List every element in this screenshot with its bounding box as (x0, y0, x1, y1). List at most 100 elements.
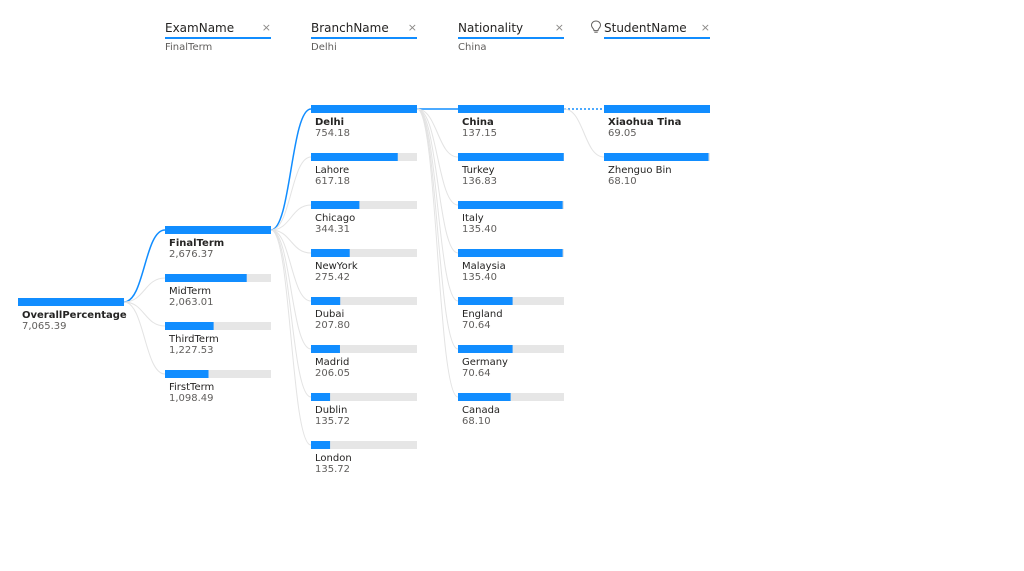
header-studentname[interactable]: StudentName × (590, 20, 710, 42)
node-value: 617.18 (315, 176, 350, 187)
header-title: StudentName (604, 21, 687, 35)
bar-track (311, 393, 417, 401)
node-value: 206.05 (315, 368, 350, 379)
node-value: 275.42 (315, 272, 350, 283)
link (270, 156, 312, 231)
header-subtitle: FinalTerm (165, 42, 213, 53)
node-name: Xiaohua Tina (608, 117, 681, 128)
link (123, 277, 166, 303)
bar-lahore (311, 153, 398, 161)
header-title: BranchName (311, 21, 389, 35)
link (123, 301, 166, 327)
node-value: 70.64 (462, 320, 491, 331)
close-icon[interactable]: × (554, 21, 564, 34)
node-value: 207.80 (315, 320, 350, 331)
link (416, 108, 459, 158)
header-examname[interactable]: ExamName × FinalTerm (165, 20, 271, 54)
links (123, 108, 605, 446)
link (270, 229, 312, 398)
node-value: 2,063.01 (169, 297, 214, 308)
link (270, 229, 312, 302)
bar-track (311, 345, 417, 353)
link (270, 204, 312, 231)
node-value: 135.72 (315, 416, 350, 427)
header-nationality[interactable]: Nationality × China (458, 20, 564, 54)
link (270, 229, 312, 446)
bar-dubai (311, 297, 341, 305)
bar-track (311, 297, 417, 305)
link (123, 301, 166, 375)
header-subtitle: Delhi (311, 42, 337, 53)
bar-track (311, 249, 417, 257)
node-name: London (315, 453, 352, 464)
link-active (123, 229, 166, 303)
node-name: England (462, 309, 503, 320)
bar-finalterm (165, 226, 271, 234)
close-icon[interactable]: × (700, 21, 710, 34)
node-name: NewYork (315, 261, 358, 272)
node-value: 136.83 (462, 176, 497, 187)
node-name: Canada (462, 405, 500, 416)
node-name: Germany (462, 357, 508, 368)
bar-canada (458, 393, 511, 401)
link (270, 229, 312, 254)
node-name: Delhi (315, 117, 344, 128)
close-icon[interactable]: × (407, 21, 417, 34)
bar-delhi (311, 105, 417, 113)
node-value: 344.31 (315, 224, 350, 235)
header-branchname[interactable]: BranchName × Delhi (311, 20, 417, 54)
close-icon[interactable]: × (261, 21, 271, 34)
node-name: Dubai (315, 309, 344, 320)
node-value: 1,227.53 (169, 345, 214, 356)
bar-firstterm (165, 370, 209, 378)
node-name: Lahore (315, 165, 349, 176)
node-value: 754.18 (315, 128, 350, 139)
node-name: FirstTerm (169, 382, 214, 393)
node-value: 68.10 (462, 416, 491, 427)
bar-malaysia (458, 249, 563, 257)
bar-midterm (165, 274, 247, 282)
node-value: 135.40 (462, 272, 497, 283)
node-name: Dublin (315, 405, 347, 416)
node-value: 1,098.49 (169, 393, 214, 404)
node-name: Zhenguo Bin (608, 165, 672, 176)
link (563, 108, 605, 158)
bar-newyork (311, 249, 350, 257)
bar-chicago (311, 201, 360, 209)
node-value: 135.72 (315, 464, 350, 475)
bar-track (165, 370, 271, 378)
node-name: MidTerm (169, 286, 211, 297)
link (416, 108, 459, 398)
node-value: 7,065.39 (22, 321, 67, 332)
node-name: Turkey (461, 165, 495, 176)
link (270, 229, 312, 350)
bar-china (458, 105, 564, 113)
bar-madrid (311, 345, 340, 353)
bar-dublin (311, 393, 331, 401)
bar-london (311, 441, 331, 449)
